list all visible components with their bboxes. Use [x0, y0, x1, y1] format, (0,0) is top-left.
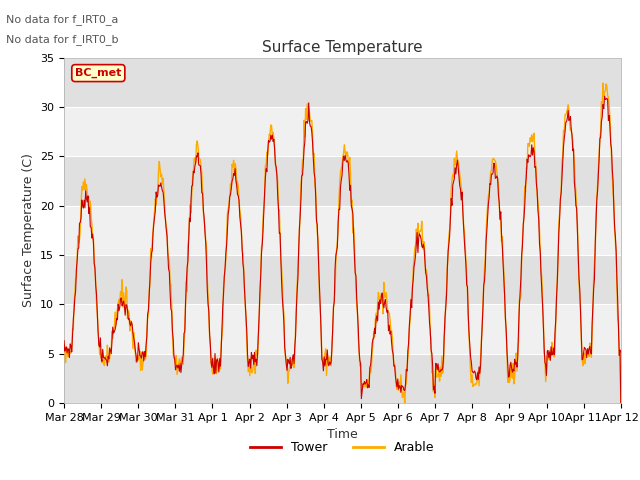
Tower: [601, 94, 609, 99]
Arable: [426, 333, 434, 338]
Arable: [60, 340, 68, 346]
Tower: [60, 337, 68, 343]
Bar: [64, 156, 621, 206]
Title: Surface Temperature: Surface Temperature: [262, 40, 422, 55]
Y-axis label: Surface Temperature (C): Surface Temperature (C): [22, 154, 35, 307]
Bar: [64, 58, 621, 107]
Tower: [410, 264, 418, 269]
Tower: [127, 319, 135, 324]
Text: No data for f_IRT0_a: No data for f_IRT0_a: [6, 14, 119, 25]
Bar: [64, 206, 621, 255]
Bar: [64, 255, 621, 304]
Arable: [410, 256, 418, 262]
Arable: [617, 400, 625, 406]
Arable: [184, 242, 192, 248]
Tower: [426, 328, 434, 334]
Tower: [617, 400, 625, 406]
X-axis label: Time: Time: [327, 429, 358, 442]
Tower: [214, 356, 221, 362]
Legend: Tower, Arable: Tower, Arable: [245, 436, 440, 459]
Arable: [127, 319, 135, 325]
Bar: [64, 304, 621, 354]
Tower: [184, 258, 192, 264]
Bar: [64, 354, 621, 403]
Tower: [70, 308, 78, 313]
Text: BC_met: BC_met: [75, 68, 122, 78]
Arable: [214, 356, 221, 361]
Line: Tower: Tower: [64, 96, 621, 403]
Bar: [64, 107, 621, 156]
Arable: [599, 80, 607, 86]
Line: Arable: Arable: [64, 83, 621, 403]
Arable: [70, 299, 78, 305]
Text: No data for f_IRT0_b: No data for f_IRT0_b: [6, 34, 119, 45]
